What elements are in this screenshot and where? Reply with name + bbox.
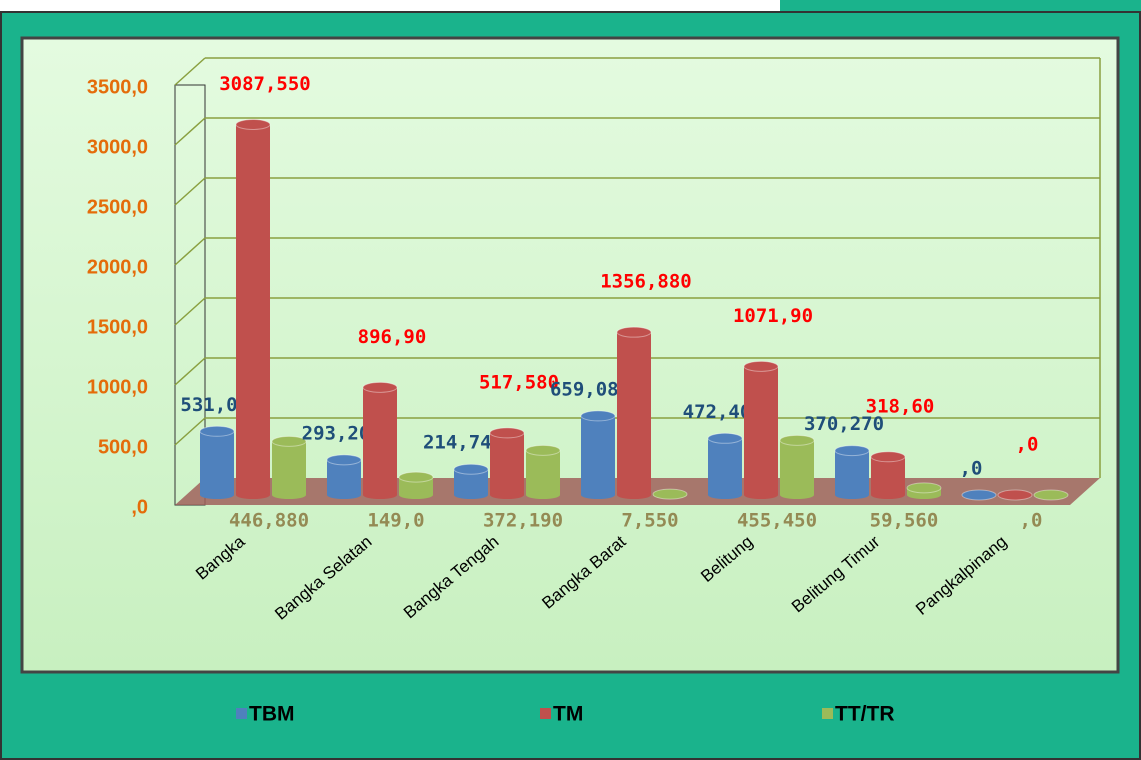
top-strip xyxy=(0,0,780,12)
grid-line-side xyxy=(174,57,206,86)
bar-top xyxy=(961,489,997,501)
bar-top xyxy=(1033,489,1069,501)
legend-swatch xyxy=(236,708,247,719)
bar-top xyxy=(326,454,362,466)
bar xyxy=(780,440,814,495)
bar-top xyxy=(580,410,616,422)
grid-line-side xyxy=(174,237,206,266)
y-tick-label: 500,0 xyxy=(98,436,148,458)
bar-base xyxy=(526,491,560,499)
value-label: 3087,550 xyxy=(219,73,311,95)
bar-top xyxy=(453,463,489,475)
bar-base xyxy=(454,491,488,499)
bar xyxy=(327,459,361,495)
value-label: 372,190 xyxy=(483,510,563,532)
y-tick-label: 2000,0 xyxy=(87,256,148,278)
y-tick-label: 2500,0 xyxy=(87,196,148,218)
bar xyxy=(581,415,615,495)
grid-line-side xyxy=(174,357,206,386)
y-tick-label: 3500,0 xyxy=(87,76,148,98)
grid-line-side xyxy=(174,177,206,206)
bar xyxy=(744,366,778,495)
legend-swatch xyxy=(822,708,833,719)
bar-base xyxy=(581,491,615,499)
bar-top xyxy=(707,432,743,444)
grid-line-side xyxy=(174,297,206,326)
value-label: 659,080 xyxy=(550,378,630,400)
value-label: 1071,90 xyxy=(733,305,813,327)
bar-top xyxy=(525,444,561,456)
value-label: 214,740 xyxy=(423,432,503,454)
value-label: 446,880 xyxy=(229,510,309,532)
grid-line-side xyxy=(174,417,206,446)
bar-top xyxy=(199,425,235,437)
value-label: 59,560 xyxy=(870,510,939,532)
bar-base xyxy=(780,491,814,499)
bar xyxy=(871,456,905,495)
bar-base xyxy=(907,491,941,499)
y-tick-label: 3000,0 xyxy=(87,136,148,158)
bar-top xyxy=(235,118,271,130)
value-label: 517,580 xyxy=(479,371,559,393)
value-label: 293,20 xyxy=(302,422,371,444)
top-tab xyxy=(780,0,1141,12)
bar-top xyxy=(779,434,815,446)
bar-base xyxy=(708,491,742,499)
bar-base xyxy=(363,491,397,499)
bar xyxy=(708,438,742,495)
bar-top xyxy=(398,471,434,483)
y-tick-label: 1000,0 xyxy=(87,376,148,398)
y-tick-label: ,0 xyxy=(131,496,148,518)
bar xyxy=(835,450,869,495)
grid-line-side xyxy=(174,117,206,146)
bar-base xyxy=(490,491,524,499)
bar xyxy=(617,332,651,495)
legend-label: TBM xyxy=(249,703,295,726)
bar-base xyxy=(617,491,651,499)
bar-top xyxy=(743,360,779,372)
value-label: ,0 xyxy=(1016,434,1039,456)
bar-top xyxy=(997,489,1033,501)
value-label: 149,0 xyxy=(367,510,424,532)
bar-base xyxy=(200,491,234,499)
legend-label: TM xyxy=(553,703,583,726)
value-label: 455,450 xyxy=(737,510,817,532)
value-label: 7,550 xyxy=(621,510,678,532)
bar-base xyxy=(744,491,778,499)
bar xyxy=(363,387,397,495)
bar-base xyxy=(835,491,869,499)
value-label: 370,270 xyxy=(804,413,884,435)
bar-top xyxy=(489,427,525,439)
bar-base xyxy=(327,491,361,499)
value-label: ,0 xyxy=(1020,510,1043,532)
value-label: 896,90 xyxy=(358,326,427,348)
bar-base xyxy=(272,491,306,499)
value-label: 1356,880 xyxy=(600,271,692,293)
bar xyxy=(490,432,524,495)
value-label: 318,60 xyxy=(866,395,935,417)
bar-top xyxy=(271,435,307,447)
value-label: 472,40 xyxy=(683,401,752,423)
bar xyxy=(272,441,306,495)
bar-top xyxy=(652,488,688,500)
value-label: 531,0 xyxy=(180,394,237,416)
bar xyxy=(526,450,560,495)
bar-top xyxy=(870,451,906,463)
value-label: ,0 xyxy=(960,458,983,480)
bar-base xyxy=(871,491,905,499)
bar-top xyxy=(906,482,942,494)
bar-top xyxy=(834,445,870,457)
bar-base xyxy=(399,491,433,499)
legend-swatch xyxy=(540,708,551,719)
bar xyxy=(200,431,234,495)
y-tick-label: 1500,0 xyxy=(87,316,148,338)
bar xyxy=(236,124,270,495)
bar-top xyxy=(362,381,398,393)
bar-base xyxy=(236,491,270,499)
legend-label: TT/TR xyxy=(835,703,894,726)
bar-top xyxy=(616,326,652,338)
bar xyxy=(399,477,433,495)
